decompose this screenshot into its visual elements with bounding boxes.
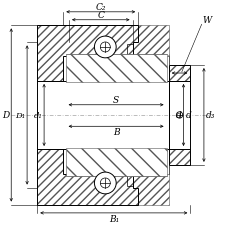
Polygon shape [65, 55, 166, 83]
Polygon shape [168, 66, 189, 82]
Polygon shape [132, 26, 168, 82]
Polygon shape [37, 149, 138, 204]
Circle shape [94, 37, 116, 59]
Text: D₁: D₁ [15, 112, 25, 120]
Text: B: B [112, 128, 119, 137]
Text: W: W [202, 16, 211, 25]
Polygon shape [37, 26, 138, 82]
Text: d₁: d₁ [33, 112, 42, 120]
Text: d: d [175, 111, 181, 120]
Circle shape [94, 172, 116, 194]
Text: C: C [97, 11, 104, 19]
Text: C₂: C₂ [95, 3, 106, 12]
Polygon shape [65, 148, 166, 176]
Text: D: D [2, 111, 9, 120]
Text: d: d [185, 111, 191, 120]
Polygon shape [168, 149, 189, 165]
Text: d₃: d₃ [205, 111, 215, 120]
Polygon shape [132, 149, 168, 204]
Text: B₁: B₁ [108, 214, 118, 223]
Text: S: S [112, 95, 119, 104]
